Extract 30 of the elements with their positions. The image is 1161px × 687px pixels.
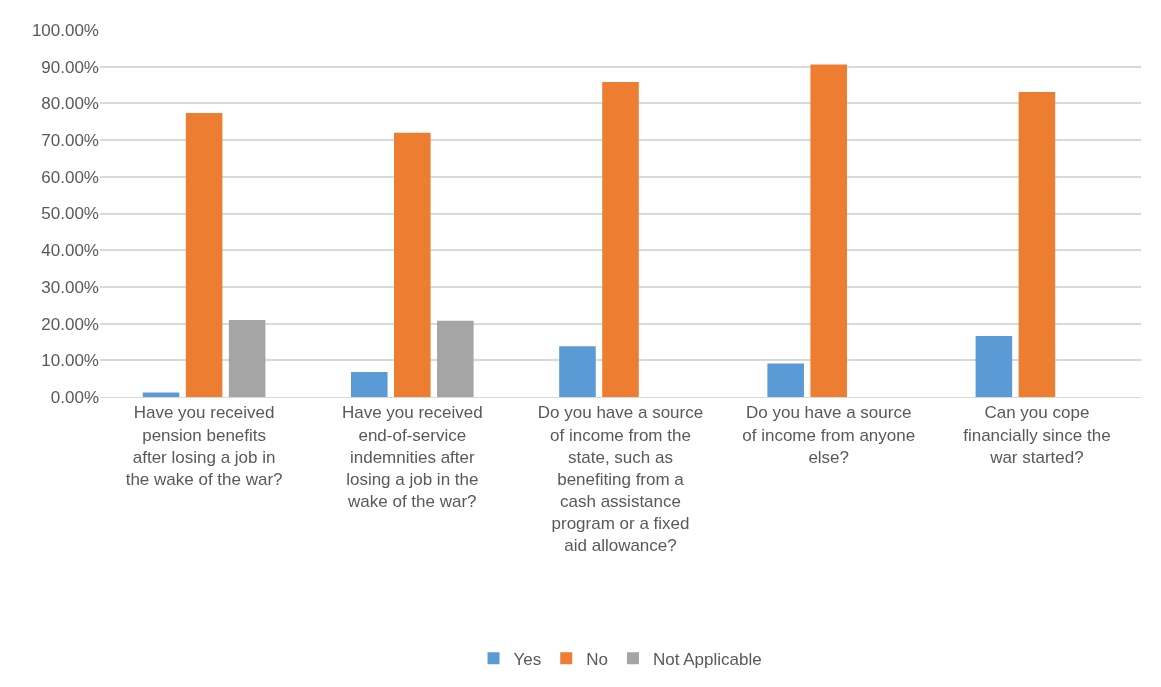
bar bbox=[350, 372, 388, 397]
bar bbox=[437, 320, 474, 397]
legend-label: No bbox=[586, 649, 608, 669]
bar bbox=[228, 319, 266, 397]
y-tick-label: 100.00% bbox=[31, 20, 99, 40]
x-tick-label: Can you cope financially since the war started? bbox=[963, 403, 1111, 467]
y-tick-label: 90.00% bbox=[41, 57, 99, 77]
legend-label: Yes bbox=[513, 649, 542, 669]
x-tick-label: Have you received end-of-service indemnities after losing a job in the wake of the war? bbox=[341, 403, 483, 511]
x-tick-label: Do you have a source of income from the state, such as benefiting from a cash assistance program or a fixed aid allowance? bbox=[537, 403, 704, 555]
y-tick-label: 60.00% bbox=[41, 167, 99, 187]
y-tick-label: 30.00% bbox=[41, 277, 99, 297]
y-tick-label: 10.00% bbox=[41, 351, 99, 371]
y-tick-label: 70.00% bbox=[41, 131, 99, 151]
y-tick-label: 40.00% bbox=[41, 241, 99, 261]
x-tick-label: Do you have a source of income from anyone else? bbox=[742, 403, 916, 467]
legend-label: Not Applicable bbox=[652, 649, 762, 669]
bar bbox=[975, 336, 1013, 397]
y-tick-label: 80.00% bbox=[41, 94, 99, 114]
x-tick-label: Have you received pension benefits after losing a job in the wake of the war? bbox=[125, 403, 283, 489]
bar bbox=[767, 363, 804, 397]
bar bbox=[185, 112, 223, 397]
bar bbox=[559, 346, 596, 397]
bar bbox=[394, 132, 431, 397]
bar bbox=[810, 64, 847, 397]
y-tick-label: 50.00% bbox=[41, 204, 99, 224]
bar bbox=[602, 82, 639, 397]
y-tick-label: 0.00% bbox=[50, 387, 99, 407]
bar bbox=[1018, 92, 1056, 397]
y-tick-label: 20.00% bbox=[41, 314, 99, 334]
